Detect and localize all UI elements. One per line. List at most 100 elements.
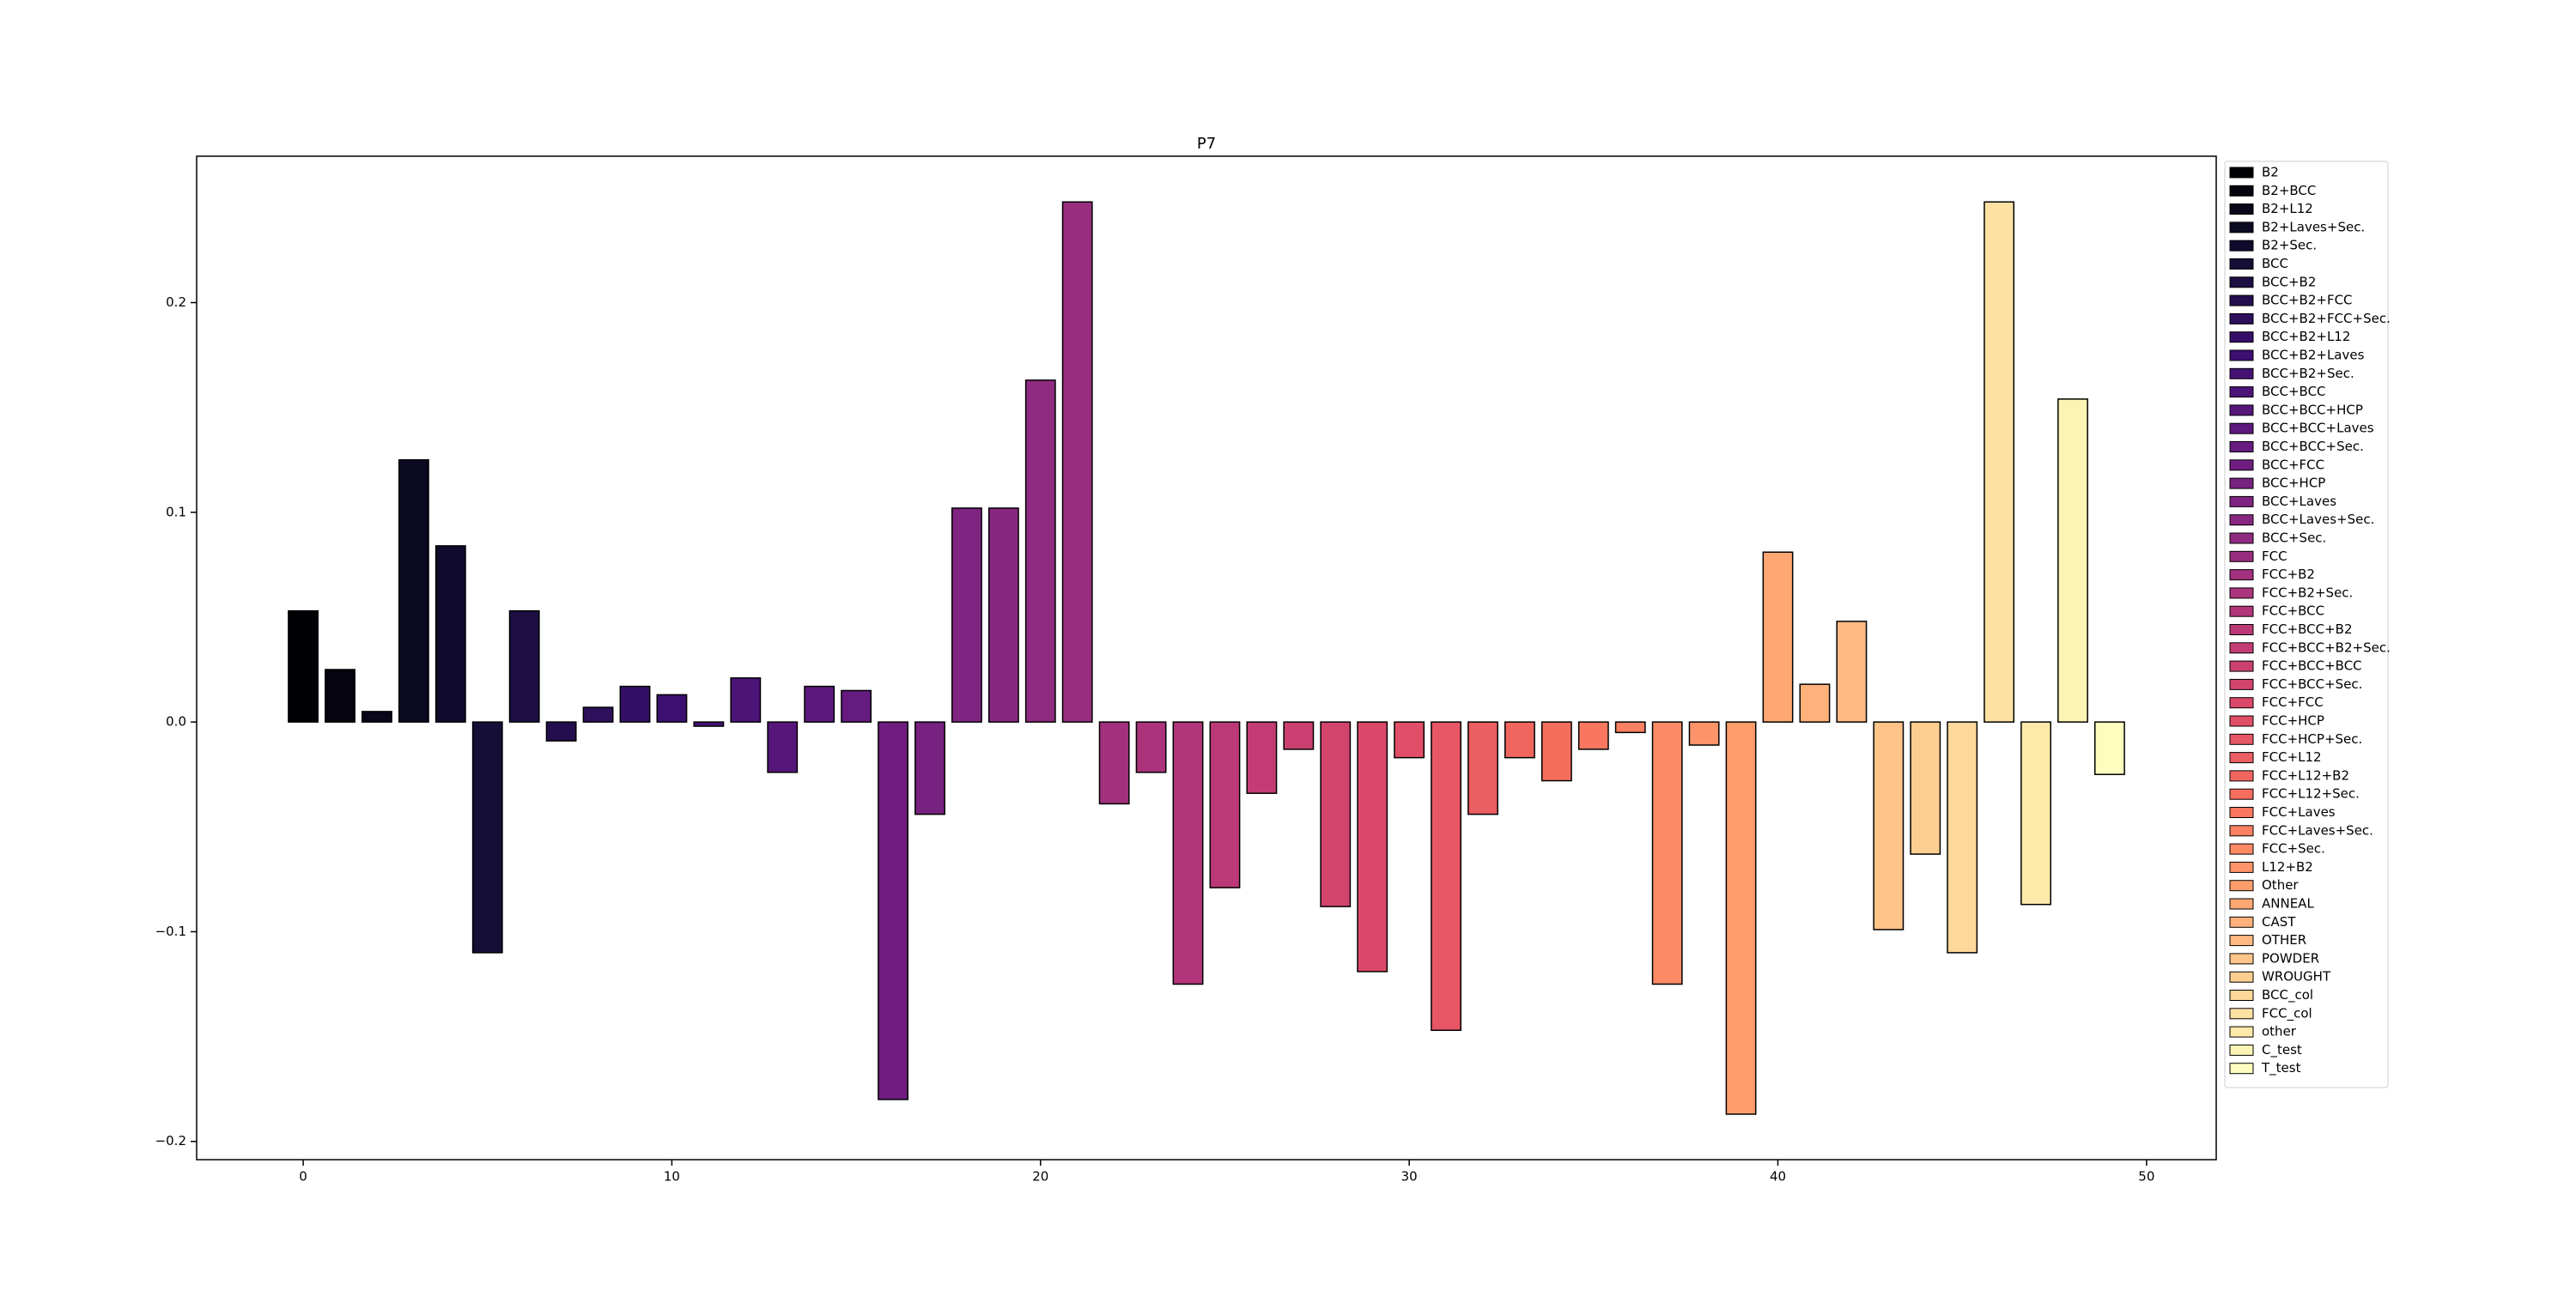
legend-label: B2+Sec. <box>2262 238 2317 253</box>
legend-label: CAST <box>2262 914 2296 930</box>
x-tick-label: 10 <box>664 1169 680 1185</box>
bar <box>914 721 945 815</box>
legend-swatch <box>2229 880 2254 892</box>
legend-swatch <box>2229 167 2254 179</box>
legend-swatch <box>2229 715 2254 727</box>
legend-swatch <box>2229 185 2254 197</box>
bar <box>1984 201 2015 723</box>
legend-label: FCC+BCC+BCC <box>2262 658 2362 674</box>
legend-swatch <box>2229 203 2254 215</box>
legend-swatch <box>2229 807 2254 818</box>
legend-label: BCC+BCC <box>2262 384 2326 399</box>
legend-label: FCC+FCC <box>2262 694 2324 710</box>
legend-swatch <box>2229 825 2254 837</box>
legend-swatch <box>2229 660 2254 672</box>
legend-label: BCC_col <box>2262 987 2313 1003</box>
y-tick-label: 0.2 <box>166 294 186 310</box>
legend-label: B2+L12 <box>2262 201 2313 216</box>
legend-label: BCC+FCC <box>2262 457 2324 472</box>
legend-swatch <box>2229 770 2254 782</box>
legend-label: POWDER <box>2262 950 2319 966</box>
legend-label: FCC+Laves <box>2262 804 2336 820</box>
bar <box>987 507 1019 723</box>
bar <box>951 507 982 723</box>
bar <box>1910 721 1941 855</box>
legend-label: FCC+BCC+B2 <box>2262 621 2353 637</box>
bar <box>1504 721 1535 759</box>
y-tick-label: −0.2 <box>155 1133 186 1149</box>
legend-label: B2 <box>2262 165 2279 180</box>
legend-label: FCC+B2 <box>2262 567 2315 582</box>
legend-label: OTHER <box>2262 932 2306 948</box>
legend-swatch <box>2229 258 2254 270</box>
bar <box>1283 721 1315 750</box>
bar <box>582 706 614 723</box>
legend-label: FCC+BCC <box>2262 603 2324 619</box>
legend-swatch <box>2229 331 2254 343</box>
legend-swatch <box>2229 642 2254 654</box>
bar <box>1172 721 1204 985</box>
legend-swatch <box>2229 861 2254 873</box>
legend-swatch <box>2229 294 2254 306</box>
y-tick-label: 0.1 <box>166 504 186 519</box>
legend-label: WROUGHT <box>2262 969 2331 985</box>
legend-label: FCC+Sec. <box>2262 841 2325 857</box>
legend-swatch <box>2229 953 2254 965</box>
legend-swatch <box>2229 678 2254 690</box>
legend-label: FCC <box>2262 549 2287 564</box>
bar <box>878 721 908 1100</box>
legend-label: BCC+B2+L12 <box>2262 329 2350 344</box>
legend-swatch <box>2229 733 2254 745</box>
legend-label: FCC+BCC+B2+Sec. <box>2262 639 2391 655</box>
legend-label: FCC+HCP+Sec. <box>2262 731 2362 747</box>
bar <box>1061 201 1093 723</box>
legend-label: other <box>2262 1024 2297 1039</box>
legend-swatch <box>2229 441 2254 452</box>
bar <box>730 677 762 723</box>
bar <box>545 721 577 742</box>
bar <box>508 609 540 723</box>
legend-swatch <box>2229 312 2254 324</box>
bar <box>361 711 392 723</box>
legend-swatch <box>2229 1063 2254 1075</box>
legend-label: FCC+Laves+Sec. <box>2262 822 2373 838</box>
bar <box>1947 721 1978 954</box>
bar <box>1024 379 1056 723</box>
x-tick-label: 50 <box>2138 1169 2154 1185</box>
y-tick-label: 0.0 <box>166 714 186 730</box>
x-tick-label: 20 <box>1032 1169 1048 1185</box>
legend-label: L12+B2 <box>2262 859 2313 875</box>
bar <box>1098 721 1130 805</box>
legend-swatch <box>2229 459 2254 471</box>
bar <box>1688 721 1720 746</box>
legend-swatch <box>2229 239 2254 252</box>
bar <box>1651 721 1683 985</box>
x-tick-label: 0 <box>299 1169 307 1185</box>
bar <box>1577 721 1609 750</box>
legend-label: FCC+L12+Sec. <box>2262 786 2360 802</box>
legend-swatch <box>2229 1044 2254 1056</box>
legend-label: BCC+B2+FCC+Sec. <box>2262 311 2391 326</box>
bar <box>767 721 799 773</box>
y-tick-label: −0.1 <box>155 924 186 939</box>
legend-swatch <box>2229 1026 2254 1038</box>
legend-label: BCC+B2 <box>2262 274 2316 289</box>
legend-swatch <box>2229 276 2254 288</box>
legend-swatch <box>2229 569 2254 581</box>
bar <box>1320 721 1352 907</box>
bar <box>2057 398 2088 723</box>
x-tick-label: 40 <box>1770 1169 1786 1185</box>
legend-swatch <box>2229 752 2254 764</box>
plot-frame <box>196 155 2217 1161</box>
bar <box>1467 721 1498 815</box>
bar <box>1135 721 1167 773</box>
bar <box>1209 721 1241 888</box>
legend-swatch <box>2229 935 2254 947</box>
bar <box>1357 721 1388 973</box>
bar <box>325 669 355 723</box>
legend-swatch <box>2229 990 2254 1001</box>
legend-label: FCC+BCC+Sec. <box>2262 676 2362 692</box>
bar <box>619 685 651 723</box>
legend-label: FCC+L12+B2 <box>2262 767 2349 783</box>
legend-swatch <box>2229 477 2254 489</box>
